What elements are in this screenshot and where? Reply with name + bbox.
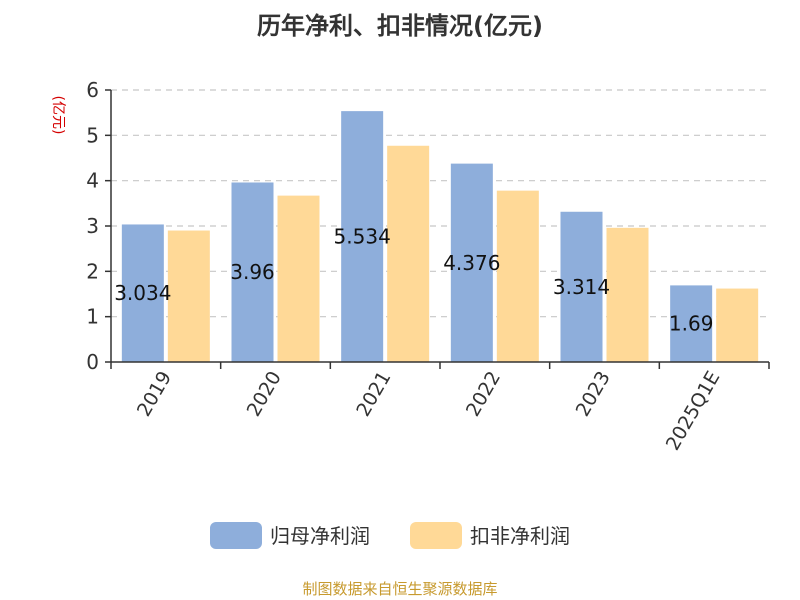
x-tick-label: 2022	[462, 368, 505, 421]
bar-归母净利润	[121, 224, 164, 362]
data-label: 3.96	[230, 260, 275, 284]
data-label: 5.534	[334, 225, 391, 249]
y-tick-label: 4	[86, 169, 99, 193]
data-label: 3.314	[553, 275, 610, 299]
source-note: 制图数据来自恒生聚源数据库	[302, 580, 497, 598]
data-label: 3.034	[114, 281, 171, 305]
y-tick-label: 6	[86, 78, 99, 102]
bar-归母净利润	[670, 285, 713, 362]
y-tick-label: 2	[86, 259, 99, 283]
y-tick-label: 3	[86, 214, 99, 238]
y-axis-unit-label: (亿元)	[50, 96, 66, 135]
legend-label: 扣非净利润	[470, 524, 570, 548]
x-tick-label: 2020	[243, 368, 286, 421]
bar-归母净利润	[231, 182, 274, 362]
legend-swatch	[210, 522, 262, 549]
bar-归母净利润	[450, 163, 493, 362]
bar-扣非净利润	[167, 230, 210, 362]
data-labels: 3.034 3.96 5.534 4.376 3.314 1.69	[114, 225, 713, 336]
x-tick-label: 2025Q1E	[662, 368, 725, 455]
bar-归母净利润	[560, 211, 603, 362]
bar-扣非净利润	[496, 190, 539, 362]
bar-扣非净利润	[716, 288, 759, 362]
legend-swatch	[410, 522, 462, 549]
x-tick-label: 2019	[133, 368, 176, 421]
bar-扣非净利润	[606, 227, 649, 362]
bar-扣非净利润	[387, 145, 430, 362]
bar-归母净利润	[341, 111, 384, 362]
x-tick-label: 2021	[352, 368, 395, 421]
bar-扣非净利润	[277, 195, 320, 362]
legend: 归母净利润 扣非净利润	[210, 522, 570, 549]
y-tick-label: 1	[86, 305, 99, 329]
bars	[121, 111, 759, 362]
y-tick-label: 0	[86, 350, 99, 374]
y-tick-label: 5	[86, 123, 99, 147]
data-label: 4.376	[443, 251, 500, 275]
chart-title: 历年净利、扣非情况(亿元)	[257, 12, 543, 40]
x-tick-label: 2023	[572, 368, 615, 421]
data-label: 1.69	[669, 312, 714, 336]
legend-label: 归母净利润	[270, 524, 370, 548]
